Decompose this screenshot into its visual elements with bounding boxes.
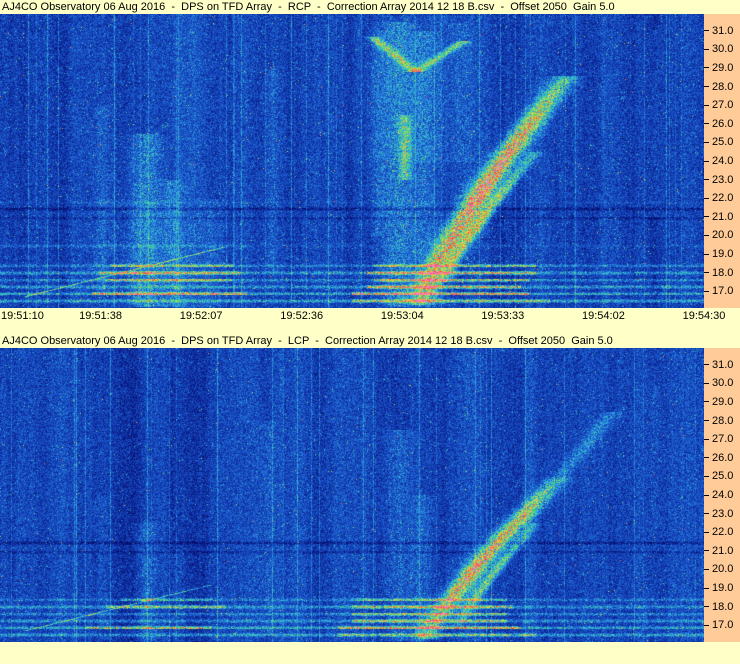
freq-tick-mark [704, 513, 709, 515]
freq-tick-mark [704, 568, 709, 570]
freq-tick-mark [704, 179, 709, 181]
freq-tick-mark [704, 141, 709, 143]
freq-tick-mark [704, 216, 709, 218]
freq-tick-label: 24.0 [712, 489, 734, 501]
freq-tick-label: 23.0 [712, 173, 734, 186]
freq-tick-label: 24.0 [712, 155, 734, 167]
time-tick-label: 19:51:38 [79, 310, 122, 322]
freq-tick-mark [704, 160, 709, 162]
freq-tick-label: 26.0 [712, 117, 734, 130]
freq-tick-label: 30.0 [712, 377, 734, 390]
spectrogram-lcp [0, 348, 704, 642]
freq-tick-label: 31.0 [712, 358, 734, 371]
freq-tick-label: 28.0 [712, 80, 734, 93]
time-tick-label: 19:52:07 [179, 310, 223, 322]
time-tick-label: 19:54:30 [682, 310, 726, 322]
time-tick-label: 19:54:02 [582, 310, 625, 322]
freq-tick-mark [704, 550, 709, 552]
panel-body-rcp: 31.0 30.0 29.0 28.0 27.0 26.0 25.0 24.0 23.0 22.0… [0, 14, 740, 308]
freq-tick-mark [704, 67, 709, 69]
freq-tick-label: 21.0 [712, 210, 734, 223]
freq-tick-label: 17.0 [712, 619, 734, 632]
freq-tick-label: 30.0 [712, 43, 734, 56]
panel-rcp: AJ4CO Observatory 06 Aug 2016 - DPS on T… [0, 0, 740, 334]
freq-axis-lcp: 31.0 30.0 29.0 28.0 27.0 26.0 25.0 24.0 23.0 22.0… [704, 348, 740, 642]
freq-tick-mark [704, 401, 709, 403]
spectrogram-rcp [0, 14, 704, 308]
freq-tick-mark [704, 382, 709, 384]
freq-tick-mark [704, 420, 709, 422]
bottom-strip [0, 642, 740, 664]
freq-tick-mark [704, 531, 709, 533]
freq-tick-label: 25.0 [712, 136, 734, 149]
time-tick-label: 19:51:10 [1, 310, 44, 322]
freq-tick-mark [704, 253, 709, 255]
freq-tick-mark [704, 606, 709, 608]
freq-tick-mark [704, 364, 709, 366]
freq-tick-label: 22.0 [712, 192, 734, 205]
time-tick-label: 19:53:33 [481, 310, 525, 322]
panel-body-lcp: 31.0 30.0 29.0 28.0 27.0 26.0 25.0 24.0 23.0 22.0… [0, 348, 740, 642]
freq-axis-rcp: 31.0 30.0 29.0 28.0 27.0 26.0 25.0 24.0 23.0 22.0… [704, 14, 740, 308]
freq-tick-label: 18.0 [712, 600, 734, 613]
freq-tick-label: 26.0 [712, 451, 734, 464]
freq-tick-label: 29.0 [712, 61, 734, 74]
time-tick-label: 19:53:04 [380, 310, 424, 322]
freq-tick-label: 22.0 [712, 526, 734, 539]
freq-tick-mark [704, 123, 709, 125]
freq-tick-label: 17.0 [712, 285, 734, 298]
freq-tick-mark [704, 290, 709, 292]
freq-tick-mark [704, 104, 709, 106]
freq-tick-mark [704, 272, 709, 274]
freq-tick-label: 23.0 [712, 507, 734, 520]
freq-tick-label: 18.0 [712, 266, 734, 279]
freq-tick-label: 21.0 [712, 544, 734, 557]
freq-tick-label: 31.0 [712, 24, 734, 37]
freq-tick-mark [704, 587, 709, 589]
freq-tick-label: 20.0 [712, 563, 734, 576]
freq-tick-label: 19.0 [712, 582, 734, 595]
freq-tick-label: 27.0 [712, 99, 734, 112]
freq-tick-mark [704, 438, 709, 440]
freq-tick-mark [704, 30, 709, 32]
freq-tick-label: 19.0 [712, 248, 734, 261]
freq-tick-mark [704, 494, 709, 496]
panel-title-lcp: AJ4CO Observatory 06 Aug 2016 - DPS on T… [0, 334, 740, 348]
freq-tick-mark [704, 197, 709, 199]
freq-tick-mark [704, 234, 709, 236]
panel-lcp: AJ4CO Observatory 06 Aug 2016 - DPS on T… [0, 334, 740, 664]
panel-title-rcp: AJ4CO Observatory 06 Aug 2016 - DPS on T… [0, 0, 740, 14]
time-axis-rcp: 19:51:10 19:51:38 19:52:07 19:52:36 19:53:04… [0, 308, 740, 334]
freq-tick-mark [704, 457, 709, 459]
freq-tick-label: 29.0 [712, 395, 734, 408]
freq-tick-label: 25.0 [712, 470, 734, 483]
freq-tick-mark [704, 48, 709, 50]
time-tick-label: 19:52:36 [280, 310, 324, 322]
freq-tick-mark [704, 475, 709, 477]
freq-tick-label: 20.0 [712, 229, 734, 242]
freq-tick-mark [704, 86, 709, 88]
freq-tick-label: 28.0 [712, 414, 734, 427]
freq-tick-label: 27.0 [712, 433, 734, 446]
freq-tick-mark [704, 624, 709, 626]
